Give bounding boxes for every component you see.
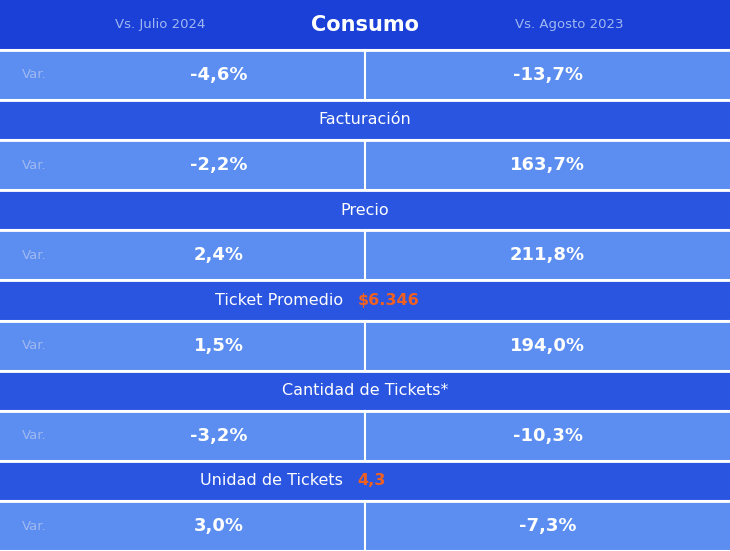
Bar <box>0 0 730 50</box>
Text: 211,8%: 211,8% <box>510 246 585 264</box>
Bar <box>0 280 730 321</box>
Text: -2,2%: -2,2% <box>191 156 247 174</box>
Text: 2,4%: 2,4% <box>194 246 244 264</box>
Text: Vs. Agosto 2023: Vs. Agosto 2023 <box>515 18 623 31</box>
Bar <box>0 461 730 501</box>
Bar <box>0 230 730 280</box>
Text: Var.: Var. <box>22 159 47 171</box>
Text: Vs. Julio 2024: Vs. Julio 2024 <box>115 18 206 31</box>
Text: -3,2%: -3,2% <box>191 427 247 445</box>
Bar <box>0 190 730 230</box>
Text: Var.: Var. <box>22 520 47 533</box>
Text: Ticket Promedio: Ticket Promedio <box>215 293 343 308</box>
Bar <box>0 370 730 411</box>
Text: -13,7%: -13,7% <box>512 66 583 84</box>
Text: Unidad de Tickets: Unidad de Tickets <box>200 473 343 488</box>
Text: -10,3%: -10,3% <box>512 427 583 445</box>
Bar <box>0 140 730 190</box>
Bar <box>0 50 730 100</box>
Text: 163,7%: 163,7% <box>510 156 585 174</box>
Bar <box>0 411 730 461</box>
Text: -7,3%: -7,3% <box>519 517 576 535</box>
Bar <box>0 100 730 140</box>
Text: 1,5%: 1,5% <box>194 337 244 355</box>
Text: Precio: Precio <box>341 203 389 218</box>
Text: Var.: Var. <box>22 339 47 352</box>
Text: $6.346: $6.346 <box>358 293 420 308</box>
Text: 3,0%: 3,0% <box>194 517 244 535</box>
Text: Var.: Var. <box>22 429 47 442</box>
Bar <box>0 501 730 551</box>
Text: Facturación: Facturación <box>318 112 412 127</box>
Text: Consumo: Consumo <box>311 15 419 35</box>
Text: Var.: Var. <box>22 68 47 82</box>
Text: 194,0%: 194,0% <box>510 337 585 355</box>
Text: Var.: Var. <box>22 249 47 262</box>
Text: -4,6%: -4,6% <box>191 66 247 84</box>
Bar <box>0 321 730 370</box>
Text: 4,3: 4,3 <box>358 473 386 488</box>
Text: Cantidad de Tickets*: Cantidad de Tickets* <box>282 383 448 398</box>
